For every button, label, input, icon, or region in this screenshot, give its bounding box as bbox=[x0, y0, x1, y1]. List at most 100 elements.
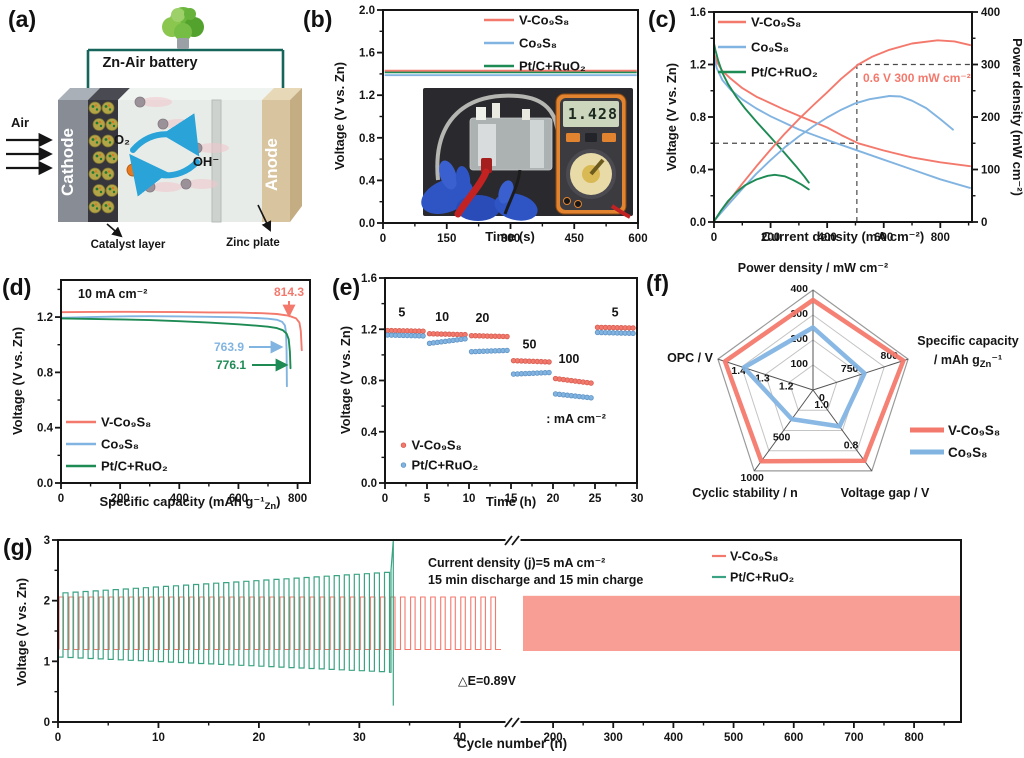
catalyst-dot bbox=[107, 137, 111, 140]
zinc-plate-label: Zinc plate bbox=[226, 237, 280, 249]
x-tick-label: 600 bbox=[229, 493, 248, 505]
voltage-gap-annotation: △E=0.89V bbox=[458, 674, 517, 688]
current-density-note: 10 mA cm⁻² bbox=[78, 287, 147, 301]
power-curve-Pt/C+RuO₂ bbox=[713, 173, 810, 223]
x-tick-label: 5 bbox=[424, 493, 431, 505]
glove-finger bbox=[439, 160, 457, 190]
radar-axis-title-gap: Voltage gap / V bbox=[841, 486, 930, 500]
ion-trail bbox=[140, 97, 172, 107]
bulb-base bbox=[177, 38, 189, 49]
x-tick-label: 150 bbox=[437, 233, 456, 245]
catalyst-dot bbox=[95, 154, 99, 158]
cell-cap bbox=[522, 109, 530, 120]
y-axis-title: Voltage (V vs. Zn) bbox=[664, 63, 679, 171]
radar-ring bbox=[741, 314, 885, 452]
tspan: / mAh g bbox=[934, 353, 980, 367]
data-point-blue bbox=[462, 336, 468, 342]
axis-break-gap bbox=[505, 719, 521, 726]
x-tick-label: 300 bbox=[501, 233, 520, 245]
catalyst-sphere bbox=[101, 134, 115, 148]
catalyst-dot bbox=[104, 171, 108, 174]
legend-label: Co₉S₈ bbox=[101, 437, 139, 452]
catalyst-dot bbox=[91, 105, 95, 108]
x-axis-title: Specific capacity (mAh g⁻¹Zn) bbox=[99, 494, 280, 512]
pt-ruo2-wave bbox=[57, 539, 394, 706]
probe-lead bbox=[610, 204, 631, 219]
y-tick-label: 0.4 bbox=[37, 423, 54, 435]
legend-label: V-Co₉S₈ bbox=[519, 13, 569, 28]
catalyst-dot bbox=[108, 108, 112, 111]
x-axis-title: Time (h) bbox=[486, 494, 536, 509]
x-axis-title: Time (s) bbox=[485, 229, 535, 244]
catalyst-dot bbox=[99, 124, 103, 128]
catalyst-dot bbox=[111, 120, 115, 124]
axis-break-slash bbox=[504, 717, 513, 728]
catalyst-dot bbox=[95, 121, 99, 125]
x-tick-label: 200 bbox=[111, 493, 130, 505]
rate-step-label-5: 5 bbox=[398, 305, 405, 319]
catalyst-dot bbox=[111, 186, 115, 190]
legend-label: Pt/C+RuO₂ bbox=[411, 458, 478, 473]
panel-a-schematic: Zn-Air battery Cathode O₂ OH⁻ Anode Air Cataly… bbox=[6, 7, 302, 251]
oh-to-o2-arrow bbox=[129, 153, 200, 197]
y-tick-label: 0.8 bbox=[690, 112, 707, 124]
bulb-foliage bbox=[174, 23, 192, 41]
electrolyte bbox=[118, 100, 262, 222]
legend-label: V-Co₉S₈ bbox=[411, 438, 461, 453]
catalyst-sphere bbox=[88, 200, 102, 214]
y-axis-title: Voltage (V vs. Zn) bbox=[332, 62, 347, 170]
data-point-blue bbox=[400, 462, 407, 468]
voltage-curve-Pt/C+RuO₂ bbox=[713, 42, 810, 184]
x-axis-title: Cycle number (n) bbox=[457, 736, 567, 751]
anode-slab bbox=[262, 100, 290, 222]
y-tick-label: 1.6 bbox=[361, 273, 377, 285]
data-point-salmon bbox=[630, 325, 636, 331]
y-tick-label: 0.4 bbox=[690, 165, 707, 177]
cycling-note-1: Current density (j)=5 mA cm⁻² bbox=[428, 556, 605, 570]
radar-tick: 1.0 bbox=[814, 399, 829, 411]
glove-finger bbox=[498, 180, 514, 204]
catalyst-dot bbox=[91, 204, 95, 207]
cathode-slab bbox=[58, 100, 88, 222]
ion-sphere bbox=[134, 96, 146, 108]
ion-sphere bbox=[144, 181, 156, 193]
voltage-curve-V-Co₉S₈ bbox=[713, 53, 971, 168]
operating-point-annotation: 0.6 V 300 mW cm⁻² bbox=[863, 71, 971, 85]
power-curve-Co₉S₈ bbox=[713, 95, 954, 222]
tspan: Specific capacity bbox=[917, 334, 1018, 348]
radar-spoke bbox=[812, 358, 909, 391]
catalyst-dot bbox=[95, 108, 99, 111]
catalyst-dot bbox=[111, 153, 115, 157]
catalyst-dot bbox=[107, 104, 111, 107]
catalyst-layer-label: Catalyst layer bbox=[91, 239, 166, 251]
radar-axis-title-cyclic: Cyclic stability / n bbox=[692, 486, 798, 500]
y-tick-label: 0.4 bbox=[361, 427, 378, 439]
data-point-blue bbox=[588, 395, 594, 401]
panel-b-label: (b) bbox=[303, 6, 333, 32]
catalyst-dot bbox=[104, 138, 108, 141]
panel-d-label: (d) bbox=[2, 274, 32, 300]
discharge-curve-Co₉S₈ bbox=[60, 315, 288, 388]
catalyst-dot bbox=[107, 170, 111, 173]
radar-axis-title-capacity-2: / mAh gZn⁻¹ bbox=[934, 353, 1002, 370]
x-tick-label: 10 bbox=[463, 493, 476, 505]
y2-tick-label: 100 bbox=[981, 165, 1000, 177]
y-axis-title: Voltage (V vs. Zn) bbox=[10, 327, 25, 435]
radar-spoke bbox=[717, 358, 814, 391]
x-tick-label: 0 bbox=[711, 232, 717, 244]
y-axis-title: Voltage (V vs. Zn) bbox=[338, 326, 353, 434]
tspan: ) bbox=[276, 494, 280, 509]
y2-tick-label: 300 bbox=[981, 60, 1000, 72]
cell-cap bbox=[492, 103, 500, 118]
panel-e-label: (e) bbox=[332, 274, 361, 300]
catalyst-dot bbox=[98, 186, 102, 190]
y-tick-label: 0.0 bbox=[37, 478, 53, 490]
catalyst-dot bbox=[112, 190, 116, 194]
rate-step-label-50: 50 bbox=[523, 337, 537, 351]
axis-break-slash bbox=[511, 717, 520, 728]
y2-axis-title: Power density (mW cm⁻²) bbox=[1010, 38, 1024, 196]
catalyst-sphere bbox=[88, 101, 102, 115]
x-tick-label: 500 bbox=[724, 732, 743, 744]
catalyst-sphere bbox=[88, 167, 102, 181]
y2-tick-label: 400 bbox=[981, 7, 1000, 19]
